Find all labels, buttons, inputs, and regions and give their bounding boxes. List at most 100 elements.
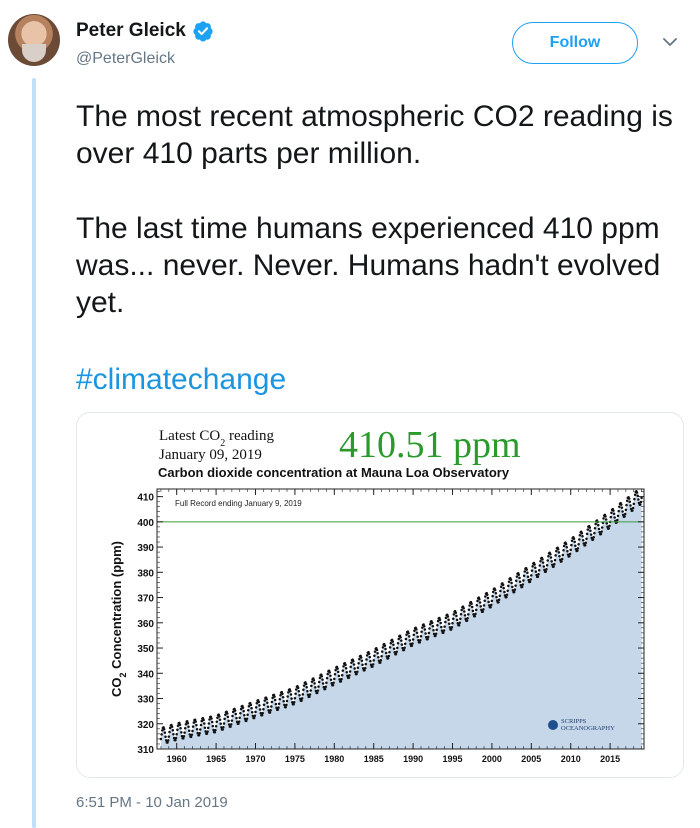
data-point bbox=[635, 491, 639, 494]
data-point bbox=[210, 720, 214, 724]
data-point bbox=[273, 695, 276, 698]
user-avatar[interactable] bbox=[8, 14, 60, 66]
data-point bbox=[350, 661, 353, 664]
data-point bbox=[340, 673, 344, 677]
data-point bbox=[631, 506, 635, 510]
data-point bbox=[326, 672, 329, 676]
data-point bbox=[237, 722, 240, 726]
data-point bbox=[550, 560, 553, 563]
data-point bbox=[476, 599, 479, 603]
data-point bbox=[617, 509, 620, 513]
data-point bbox=[178, 723, 182, 726]
data-point bbox=[262, 707, 265, 711]
data-point bbox=[467, 613, 470, 616]
data-point bbox=[373, 654, 376, 658]
data-point bbox=[220, 726, 223, 729]
chevron-down-icon[interactable] bbox=[662, 36, 678, 48]
y-tick-label: 320 bbox=[137, 720, 154, 731]
data-point bbox=[599, 532, 603, 536]
data-point bbox=[367, 652, 371, 656]
data-point bbox=[562, 544, 566, 548]
data-point bbox=[547, 554, 550, 558]
data-point bbox=[526, 571, 529, 575]
data-point bbox=[296, 686, 300, 690]
x-tick-label: 2010 bbox=[561, 754, 581, 764]
data-point bbox=[263, 699, 266, 702]
data-point bbox=[514, 579, 518, 583]
data-point bbox=[391, 640, 395, 643]
data-point bbox=[408, 639, 412, 642]
data-point bbox=[568, 555, 571, 558]
data-point bbox=[231, 714, 234, 718]
data-point bbox=[566, 549, 569, 553]
data-point bbox=[298, 693, 301, 697]
data-point bbox=[612, 512, 616, 515]
data-point bbox=[597, 527, 601, 531]
data-point bbox=[613, 516, 616, 519]
follow-button[interactable]: Follow bbox=[512, 22, 638, 64]
data-point bbox=[291, 700, 294, 704]
data-point bbox=[277, 702, 281, 706]
author-name[interactable]: Peter Gleick bbox=[76, 20, 186, 41]
data-point bbox=[266, 701, 269, 704]
tweet-text: The most recent atmospheric CO2 reading … bbox=[76, 98, 676, 321]
data-point bbox=[205, 732, 209, 735]
tweet-timestamp[interactable]: 6:51 PM - 10 Jan 2019 bbox=[76, 794, 228, 811]
data-point bbox=[467, 608, 471, 611]
data-point bbox=[464, 617, 467, 621]
data-point bbox=[196, 731, 199, 735]
hashtag-link[interactable]: #climatechange bbox=[76, 363, 287, 396]
data-point bbox=[204, 730, 207, 733]
data-point bbox=[340, 677, 343, 681]
data-point bbox=[549, 556, 553, 559]
author-handle[interactable]: @PeterGleick bbox=[76, 50, 175, 67]
data-point bbox=[162, 727, 166, 731]
data-point bbox=[597, 523, 600, 527]
media-card[interactable]: 310 320 330 340 350 360 370 380 390 400 410 1960 196… bbox=[76, 412, 684, 778]
y-tick-label: 360 bbox=[137, 619, 154, 630]
data-point bbox=[447, 618, 450, 622]
data-point bbox=[564, 542, 568, 546]
data-point bbox=[570, 543, 573, 547]
data-point bbox=[259, 711, 263, 715]
data-point bbox=[283, 703, 286, 707]
data-point bbox=[302, 684, 306, 687]
data-point bbox=[484, 595, 487, 598]
data-point bbox=[222, 726, 225, 729]
data-point bbox=[417, 639, 420, 642]
data-point bbox=[624, 508, 628, 512]
data-point bbox=[176, 728, 179, 731]
data-point bbox=[302, 688, 305, 692]
data-point bbox=[183, 726, 187, 730]
data-point bbox=[509, 578, 513, 582]
data-point bbox=[379, 658, 383, 662]
y-tick-label: 410 bbox=[137, 493, 154, 504]
data-point bbox=[403, 642, 407, 645]
data-point bbox=[324, 685, 328, 688]
data-point bbox=[505, 593, 509, 596]
data-point bbox=[290, 697, 293, 700]
data-point bbox=[493, 588, 497, 592]
data-point bbox=[491, 590, 495, 594]
data-point bbox=[609, 515, 613, 519]
data-point bbox=[527, 578, 530, 582]
data-point bbox=[460, 608, 463, 612]
data-point bbox=[276, 708, 280, 712]
data-point bbox=[410, 644, 414, 648]
data-point bbox=[330, 681, 333, 685]
x-tick-label: 1985 bbox=[364, 754, 384, 764]
data-point bbox=[293, 697, 297, 700]
data-point bbox=[321, 682, 325, 685]
data-point bbox=[356, 666, 360, 670]
data-point bbox=[294, 692, 297, 695]
data-point bbox=[345, 670, 349, 674]
data-point bbox=[359, 656, 363, 659]
data-point bbox=[523, 570, 526, 573]
data-point bbox=[250, 706, 253, 710]
data-point bbox=[194, 720, 197, 723]
data-point bbox=[298, 697, 302, 700]
data-point bbox=[189, 735, 193, 739]
data-point bbox=[214, 725, 218, 728]
data-point bbox=[486, 593, 489, 596]
data-point bbox=[395, 650, 398, 654]
